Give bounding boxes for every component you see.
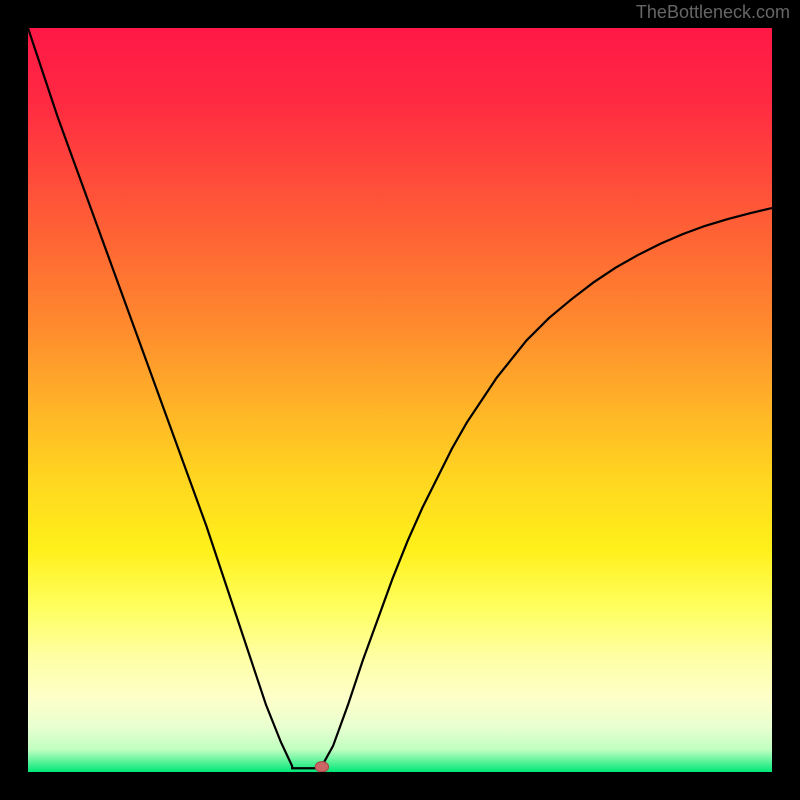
chart-background [28,28,772,772]
chart-plot-area [28,28,772,772]
watermark-text: TheBottleneck.com [636,2,790,23]
optimal-point-marker [315,762,328,772]
chart-svg [28,28,772,772]
